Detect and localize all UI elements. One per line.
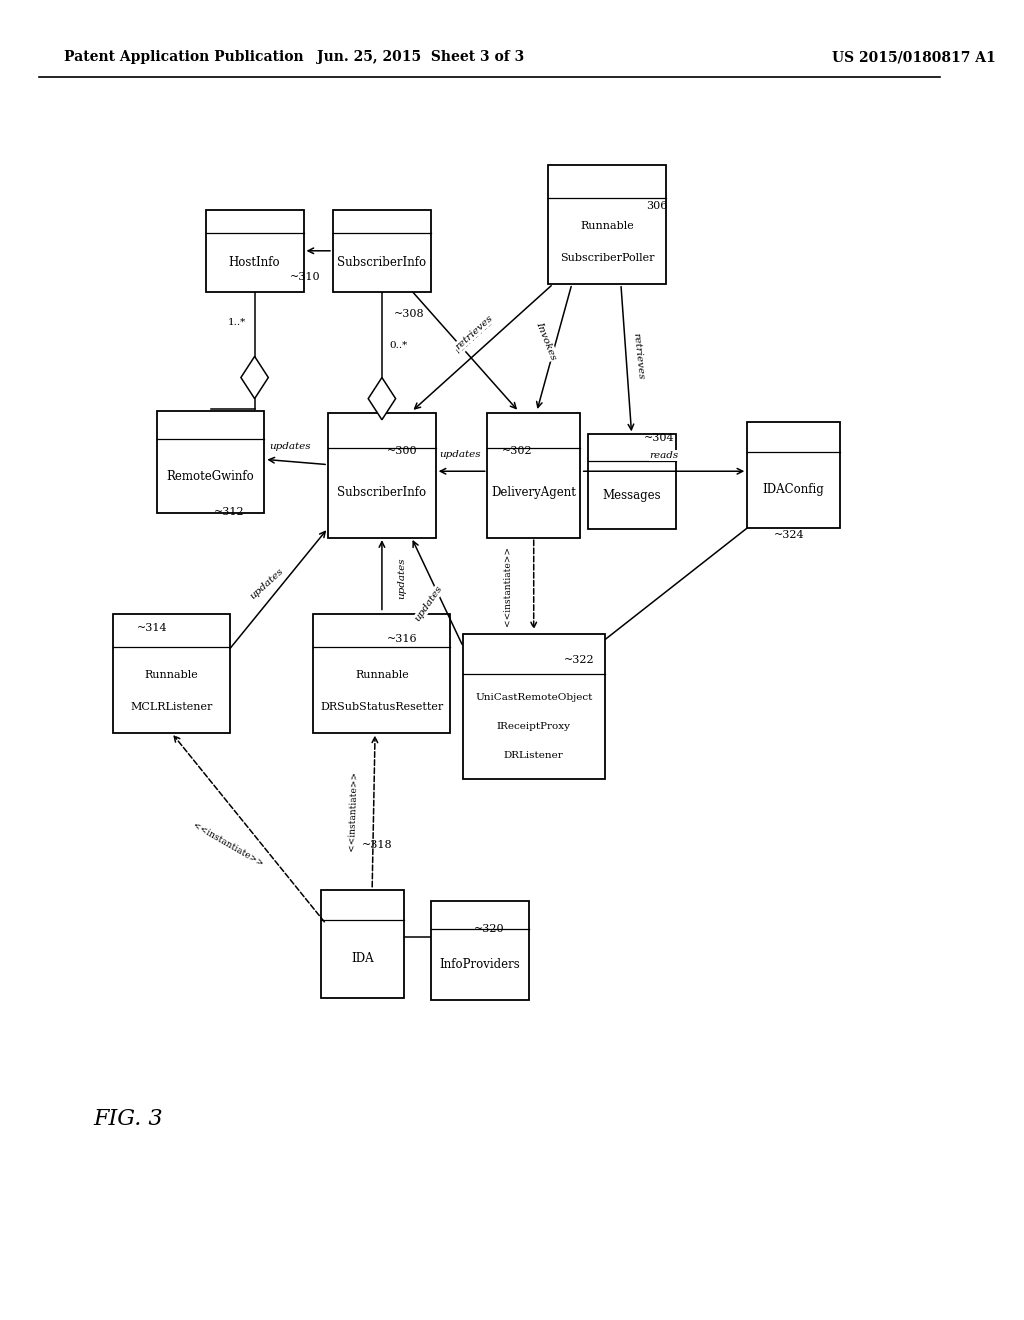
Text: IReceiptProxy: IReceiptProxy <box>497 722 570 731</box>
Bar <box>206 210 303 292</box>
Text: updates: updates <box>414 583 444 623</box>
Text: SubscriberPoller: SubscriberPoller <box>560 253 654 263</box>
Text: ~300: ~300 <box>387 446 418 457</box>
Text: ~320: ~320 <box>474 924 505 935</box>
Text: DRListener: DRListener <box>504 751 563 760</box>
Text: updates: updates <box>248 566 285 601</box>
Text: Runnable: Runnable <box>581 222 634 231</box>
Text: ~308: ~308 <box>393 309 424 319</box>
Text: MCLRListener: MCLRListener <box>130 702 213 711</box>
Bar <box>431 900 528 1001</box>
Bar <box>463 634 605 779</box>
Text: US 2015/0180817 A1: US 2015/0180817 A1 <box>833 50 996 65</box>
Bar <box>549 165 666 284</box>
Text: Patent Application Publication: Patent Application Publication <box>63 50 303 65</box>
Text: Invokes: Invokes <box>535 319 558 362</box>
Bar <box>746 422 840 528</box>
Text: ~316: ~316 <box>387 634 418 644</box>
Text: Runnable: Runnable <box>144 671 199 680</box>
Text: Messages: Messages <box>602 488 660 502</box>
Text: <<instantiate>>: <<instantiate>> <box>503 546 512 626</box>
Text: 0..*: 0..* <box>389 342 408 350</box>
Text: IDA: IDA <box>351 953 374 965</box>
Text: Jun. 25, 2015  Sheet 3 of 3: Jun. 25, 2015 Sheet 3 of 3 <box>317 50 524 65</box>
Text: retrieves: retrieves <box>454 318 495 355</box>
Text: ~324: ~324 <box>774 529 804 540</box>
Text: IDAConfig: IDAConfig <box>762 483 824 496</box>
Text: ~314: ~314 <box>137 623 168 634</box>
Text: ~302: ~302 <box>502 446 532 457</box>
Text: ~304: ~304 <box>644 433 675 444</box>
Bar <box>321 890 403 998</box>
Text: <<instantiate>>: <<instantiate>> <box>191 821 265 869</box>
Bar <box>333 210 431 292</box>
Text: RemoteGwinfo: RemoteGwinfo <box>167 470 254 483</box>
Text: UniCastRemoteObject: UniCastRemoteObject <box>475 693 593 702</box>
Text: 306: 306 <box>646 201 668 211</box>
Text: retrieves: retrieves <box>632 333 645 380</box>
Text: updates: updates <box>397 557 406 599</box>
Bar <box>487 412 581 539</box>
Bar <box>157 411 264 513</box>
Text: <<instantiate>>: <<instantiate>> <box>347 771 358 850</box>
Text: DeliveryAgent: DeliveryAgent <box>492 486 577 499</box>
Text: InfoProviders: InfoProviders <box>439 958 520 970</box>
Text: ~322: ~322 <box>564 655 595 665</box>
Text: DRSubStatusResetter: DRSubStatusResetter <box>321 702 443 711</box>
Text: FIG. 3: FIG. 3 <box>93 1107 163 1130</box>
Bar <box>113 614 230 733</box>
Text: 1..*: 1..* <box>228 318 246 326</box>
Text: updates: updates <box>269 442 310 450</box>
Text: ~310: ~310 <box>290 272 321 282</box>
Text: updates: updates <box>439 450 481 458</box>
Polygon shape <box>241 356 268 399</box>
Polygon shape <box>369 378 395 420</box>
Bar <box>313 614 451 733</box>
Bar <box>588 434 676 529</box>
Text: HostInfo: HostInfo <box>228 256 281 269</box>
Text: SubscriberInfo: SubscriberInfo <box>337 256 426 269</box>
Text: reads: reads <box>649 451 679 459</box>
Text: SubscriberInfo: SubscriberInfo <box>337 486 426 499</box>
Text: ~312: ~312 <box>213 507 244 517</box>
Text: Runnable: Runnable <box>355 671 409 680</box>
Bar <box>328 412 436 539</box>
Text: ~318: ~318 <box>362 840 393 850</box>
Text: retrieves: retrieves <box>454 314 495 351</box>
